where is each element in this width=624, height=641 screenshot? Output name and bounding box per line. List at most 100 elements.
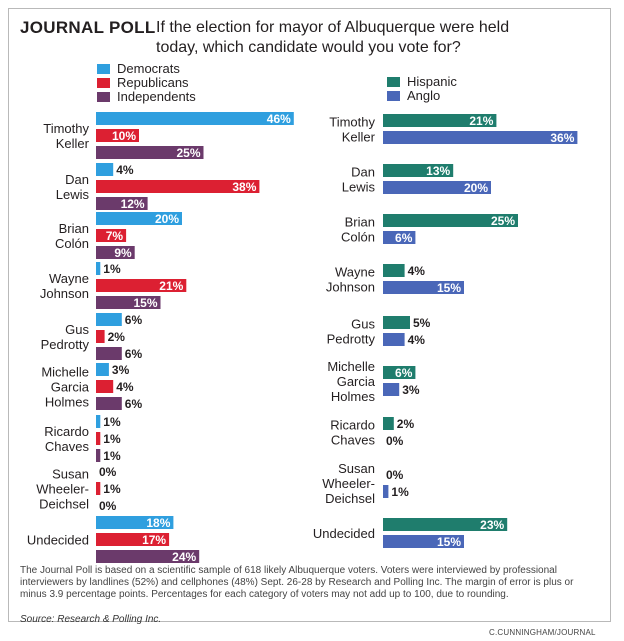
value-label-dan-lewis-republicans: 38% <box>232 180 256 194</box>
value-label-brian-col-n-democrats: 20% <box>155 212 179 226</box>
candidate-label-michelle-garcia-holmes-p1-line2: Garcia <box>51 380 90 395</box>
bar-gus-pedrotty-anglo <box>383 333 405 346</box>
legend-label-democrats: Democrats <box>117 61 180 76</box>
candidate-label-brian-col-n-p1-line1: Brian <box>59 221 89 236</box>
bar-michelle-garcia-holmes-republicans <box>96 380 114 393</box>
value-label-undecided-independents: 24% <box>172 550 196 564</box>
bar-brian-col-n-democrats <box>96 212 182 225</box>
candidate-label-susan-wheeler-deichsel-p1-line2: Wheeler- <box>36 482 89 497</box>
value-label-undecided-hispanic: 23% <box>480 518 504 532</box>
candidate-label-gus-pedrotty-p1-line2: Pedrotty <box>41 337 90 352</box>
candidate-label-susan-wheeler-deichsel-p1-line3: Deichsel <box>39 497 89 512</box>
bar-ricardo-chaves-republicans <box>96 432 101 445</box>
legend-label-independents: Independents <box>117 89 196 104</box>
value-label-wayne-johnson-anglo: 15% <box>437 281 461 295</box>
value-label-undecided-anglo: 15% <box>437 535 461 549</box>
value-label-ricardo-chaves-anglo: 0% <box>386 434 404 448</box>
bar-ricardo-chaves-hispanic <box>383 417 394 430</box>
bar-timothy-keller-anglo <box>383 131 578 144</box>
bar-wayne-johnson-independents <box>96 296 161 309</box>
bar-ricardo-chaves-independents <box>96 449 101 462</box>
value-label-michelle-garcia-holmes-republicans: 4% <box>116 380 134 394</box>
bar-wayne-johnson-hispanic <box>383 264 405 277</box>
value-label-timothy-keller-anglo: 36% <box>550 131 574 145</box>
poll-question-line1: If the election for mayor of Albuquerque… <box>156 19 510 36</box>
candidate-label-wayne-johnson-p1-line2: Johnson <box>40 286 89 301</box>
value-label-susan-wheeler-deichsel-hispanic: 0% <box>386 468 404 482</box>
legend-item-anglo: Anglo <box>387 89 457 103</box>
value-label-gus-pedrotty-hispanic: 5% <box>413 316 431 330</box>
candidate-label-michelle-garcia-holmes-p1-line3: Holmes <box>45 395 90 410</box>
bar-dan-lewis-hispanic <box>383 164 454 177</box>
bar-dan-lewis-independents <box>96 197 148 210</box>
candidate-label-brian-col-n-p1-line2: Colón <box>55 236 89 251</box>
candidate-label-ricardo-chaves-p1-line1: Ricardo <box>44 424 89 439</box>
legend-party: Democrats Republicans Independents <box>97 62 196 104</box>
value-label-ricardo-chaves-independents: 1% <box>103 449 121 463</box>
value-label-gus-pedrotty-independents: 6% <box>125 347 143 361</box>
legend-label-republicans: Republicans <box>117 75 189 90</box>
poll-brand: JOURNAL POLL <box>20 18 156 37</box>
candidate-label-michelle-garcia-holmes-p2-line3: Holmes <box>331 389 376 404</box>
bar-wayne-johnson-anglo <box>383 281 464 294</box>
bar-undecided-republicans <box>96 533 170 546</box>
value-label-dan-lewis-independents: 12% <box>121 197 145 211</box>
legend-swatch-anglo <box>387 91 400 101</box>
bar-michelle-garcia-holmes-anglo <box>383 383 400 396</box>
bar-brian-col-n-independents <box>96 246 135 259</box>
legend-ethnicity: Hispanic Anglo <box>387 75 457 103</box>
legend-item-democrats: Democrats <box>97 62 196 76</box>
candidate-label-wayne-johnson-p2-line2: Johnson <box>326 280 375 295</box>
legend-item-independents: Independents <box>97 90 196 104</box>
value-label-dan-lewis-democrats: 4% <box>116 163 134 177</box>
value-label-ricardo-chaves-hispanic: 2% <box>397 417 415 431</box>
candidate-label-michelle-garcia-holmes-p1-line1: Michelle <box>41 365 89 380</box>
source-line: Source: Research & Polling Inc. <box>20 614 162 625</box>
bar-undecided-hispanic <box>383 518 508 531</box>
bar-timothy-keller-hispanic <box>383 114 497 127</box>
value-label-dan-lewis-hispanic: 13% <box>426 164 450 178</box>
value-label-wayne-johnson-democrats: 1% <box>103 262 121 276</box>
candidate-label-susan-wheeler-deichsel-p2-line1: Susan <box>338 461 375 476</box>
candidate-label-brian-col-n-p2-line2: Colón <box>341 230 375 245</box>
candidate-label-dan-lewis-p2-line2: Lewis <box>342 180 376 195</box>
bar-gus-pedrotty-democrats <box>96 313 122 326</box>
candidate-label-timothy-keller-p2-line1: Timothy <box>329 115 375 130</box>
candidate-label-susan-wheeler-deichsel-p1-line1: Susan <box>52 467 89 482</box>
value-label-wayne-johnson-hispanic: 4% <box>408 264 426 278</box>
candidate-label-ricardo-chaves-p2-line1: Ricardo <box>330 418 375 433</box>
value-label-susan-wheeler-deichsel-independents: 0% <box>99 499 117 513</box>
poll-question-line2: today, which candidate would you vote fo… <box>156 39 461 56</box>
graphic-credit: C.CUNNINGHAM/JOURNAL <box>489 628 596 637</box>
candidate-label-dan-lewis-p1-line2: Lewis <box>56 187 90 202</box>
bar-wayne-johnson-republicans <box>96 279 187 292</box>
value-label-dan-lewis-anglo: 20% <box>464 181 488 195</box>
candidate-label-michelle-garcia-holmes-p2-line2: Garcia <box>337 374 376 389</box>
candidate-label-wayne-johnson-p1-line1: Wayne <box>49 271 89 286</box>
value-label-undecided-democrats: 18% <box>146 516 170 530</box>
bar-susan-wheeler-deichsel-republicans <box>96 482 101 495</box>
bar-undecided-independents <box>96 550 200 563</box>
bar-dan-lewis-republicans <box>96 180 260 193</box>
bar-gus-pedrotty-hispanic <box>383 316 410 329</box>
bar-wayne-johnson-democrats <box>96 262 101 275</box>
value-label-michelle-garcia-holmes-independents: 6% <box>125 397 143 411</box>
bar-michelle-garcia-holmes-independents <box>96 397 122 410</box>
bar-timothy-keller-independents <box>96 146 204 159</box>
value-label-gus-pedrotty-democrats: 6% <box>125 313 143 327</box>
bar-dan-lewis-anglo <box>383 181 491 194</box>
candidate-label-undecided-p1-line1: Undecided <box>27 533 89 548</box>
bar-michelle-garcia-holmes-hispanic <box>383 366 416 379</box>
methodology-note: The Journal Poll is based on a scientifi… <box>20 565 574 600</box>
candidate-label-undecided-p2-line1: Undecided <box>313 526 375 541</box>
legend-swatch-hispanic <box>387 77 400 87</box>
candidate-label-timothy-keller-p1-line2: Keller <box>56 136 90 151</box>
bar-gus-pedrotty-republicans <box>96 330 105 343</box>
candidate-label-timothy-keller-p1-line1: Timothy <box>43 121 89 136</box>
bar-ricardo-chaves-democrats <box>96 415 101 428</box>
value-label-ricardo-chaves-democrats: 1% <box>103 415 121 429</box>
bar-timothy-keller-democrats <box>96 112 294 125</box>
candidate-label-ricardo-chaves-p1-line2: Chaves <box>45 439 90 454</box>
candidate-label-ricardo-chaves-p2-line2: Chaves <box>331 433 376 448</box>
value-label-michelle-garcia-holmes-hispanic: 6% <box>395 366 413 380</box>
